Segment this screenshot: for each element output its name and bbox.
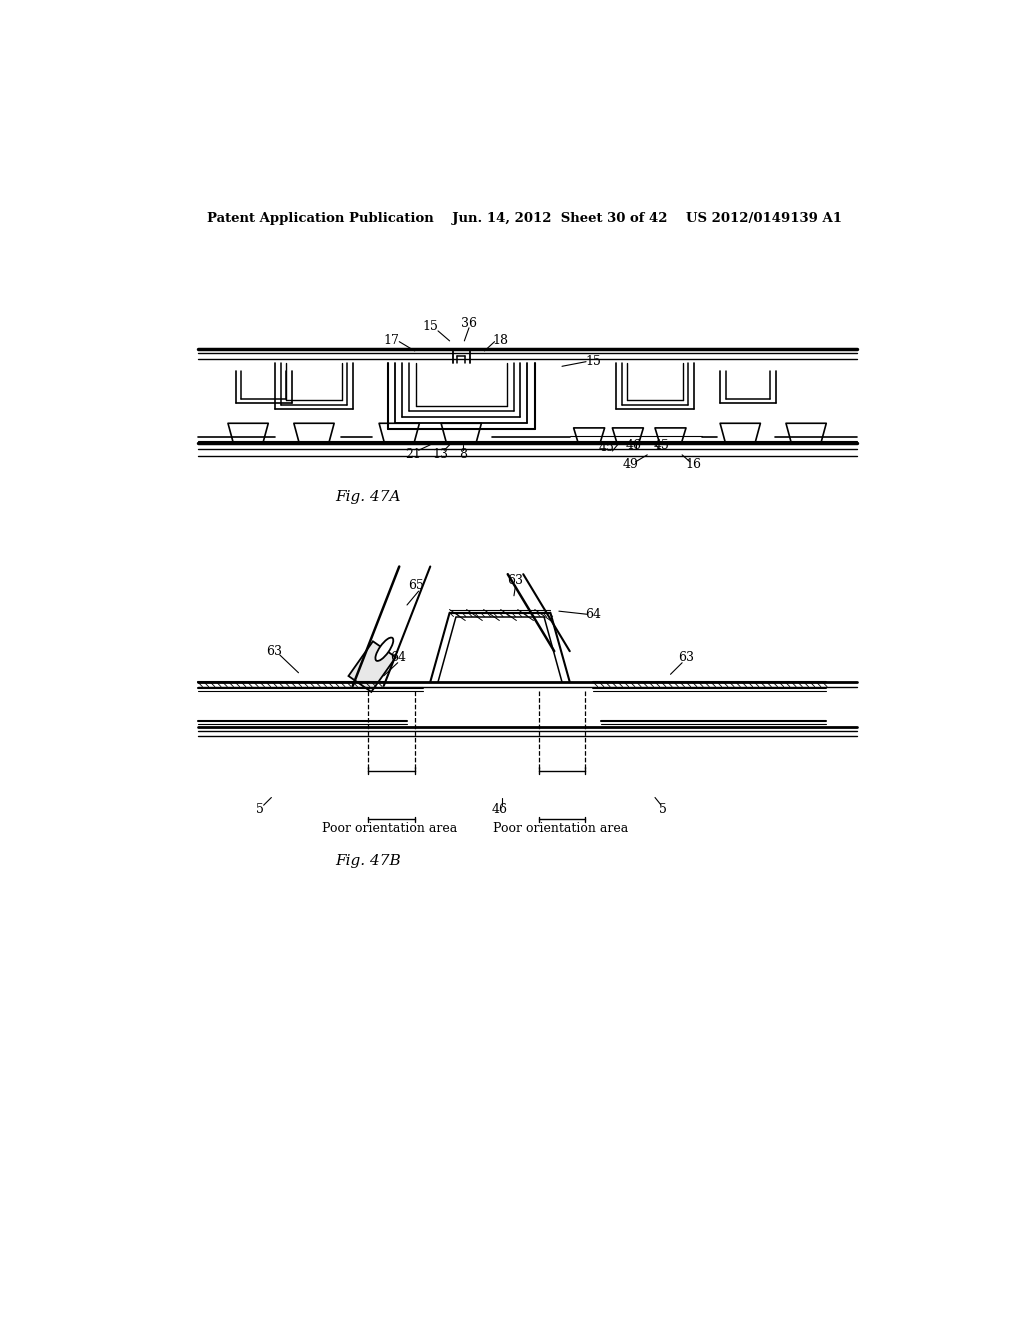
Text: 63: 63	[678, 651, 694, 664]
Text: 17: 17	[384, 334, 399, 347]
Text: 64: 64	[390, 651, 406, 664]
Text: 64: 64	[585, 607, 601, 620]
Text: Fig. 47A: Fig. 47A	[336, 490, 401, 504]
Text: Poor orientation area: Poor orientation area	[323, 822, 458, 834]
Text: 46: 46	[626, 440, 641, 453]
Text: 8: 8	[459, 447, 467, 461]
Text: 36: 36	[461, 317, 477, 330]
Text: 65: 65	[409, 579, 424, 593]
Text: 5: 5	[658, 803, 667, 816]
Text: Patent Application Publication    Jun. 14, 2012  Sheet 30 of 42    US 2012/01491: Patent Application Publication Jun. 14, …	[207, 213, 843, 224]
Text: 16: 16	[686, 458, 701, 471]
Text: 45: 45	[653, 440, 669, 453]
Text: 49: 49	[623, 458, 638, 471]
Text: 46: 46	[492, 803, 508, 816]
Text: 63: 63	[265, 644, 282, 657]
Text: 15: 15	[422, 319, 438, 333]
Text: 18: 18	[492, 334, 508, 347]
Text: 15: 15	[585, 355, 601, 368]
Ellipse shape	[376, 638, 393, 661]
Text: 5: 5	[256, 803, 264, 816]
Text: 13: 13	[432, 447, 449, 461]
Text: 63: 63	[508, 574, 523, 587]
Text: 21: 21	[406, 447, 421, 461]
Text: 45: 45	[599, 441, 614, 454]
Text: Poor orientation area: Poor orientation area	[493, 822, 628, 834]
Polygon shape	[348, 642, 396, 692]
Text: Fig. 47B: Fig. 47B	[336, 854, 401, 867]
